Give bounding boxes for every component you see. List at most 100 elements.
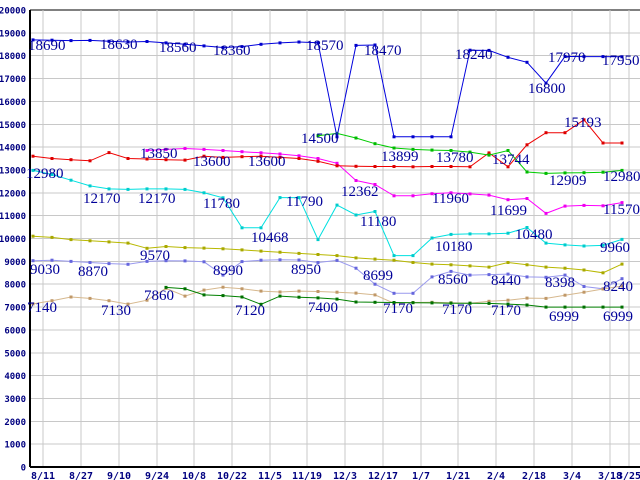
point-label: 11960 [432, 191, 469, 207]
point-label: 12980 [603, 169, 640, 185]
x-tick-label: 1/21 [446, 471, 470, 480]
x-tick-label: 10/22 [217, 471, 247, 480]
y-tick-label: 14000 [0, 144, 26, 154]
point-label: 8870 [78, 264, 108, 280]
point-label: 7400 [308, 300, 338, 316]
y-tick-label: 17000 [0, 75, 26, 85]
point-label: 18470 [364, 43, 402, 59]
point-label: 16800 [528, 81, 566, 97]
x-tick-label: 12/17 [368, 471, 398, 480]
x-tick-label: 11/19 [292, 471, 322, 480]
point-label: 18630 [100, 37, 138, 53]
point-label: 11780 [203, 196, 240, 212]
point-label: 17970 [548, 50, 586, 66]
y-tick-label: 2000 [4, 418, 26, 428]
x-tick-label: 2/18 [522, 471, 546, 480]
point-label: 7860 [144, 288, 174, 304]
series-line-cyan [31, 168, 624, 258]
point-label: 6999 [603, 309, 633, 325]
point-label: 17950 [602, 53, 640, 69]
y-tick-label: 9000 [4, 258, 26, 268]
point-label: 8398 [545, 275, 575, 291]
y-tick-label: 5000 [4, 349, 26, 359]
x-tick-label: 11/5 [258, 471, 282, 480]
point-label: 6999 [549, 309, 579, 325]
y-tick-label: 3000 [4, 395, 26, 405]
series-line-olive [31, 234, 624, 275]
point-label: 7120 [235, 303, 265, 319]
y-tick-label: 16000 [0, 98, 26, 108]
point-label: 13850 [140, 146, 178, 162]
x-tick-label: 3/4 [563, 471, 581, 480]
series-line-magenta [145, 147, 624, 215]
point-label: 11790 [286, 194, 323, 210]
y-tick-label: 12000 [0, 189, 26, 199]
y-axis-labels: 0 1000 2000 3000 4000 5000 6000 7000 8000 9000 100… [0, 7, 26, 474]
x-tick-label: 2/4 [487, 471, 505, 480]
y-tick-label: 11000 [0, 212, 26, 222]
y-tick-label: 15000 [0, 121, 26, 131]
y-tick-label: 13000 [0, 166, 26, 176]
y-tick-label: 18000 [0, 52, 26, 62]
x-tick-label: 1/7 [412, 471, 430, 480]
point-label: 7170 [383, 301, 413, 317]
point-label: 13744 [492, 152, 530, 168]
point-labels: 18690 18630 18560 18360 18570 18470 18240 16800… [26, 37, 640, 325]
point-label: 12170 [138, 191, 176, 207]
x-tick-label: 8/11 [31, 471, 55, 480]
point-label: 8699 [363, 268, 393, 284]
x-tick-label: 12/3 [333, 471, 357, 480]
point-label: 10468 [251, 230, 289, 246]
series-line-periwinkle [31, 258, 624, 295]
point-label: 18570 [306, 38, 344, 54]
x-tick-label: 3/25 [617, 471, 640, 480]
point-label: 18560 [159, 40, 197, 56]
point-label: 13600 [248, 154, 286, 170]
series-line-green [316, 131, 624, 175]
point-label: 11180 [360, 214, 396, 230]
y-tick-label: 8000 [4, 281, 26, 291]
point-label: 11699 [490, 203, 527, 219]
series-line-red [31, 118, 624, 169]
point-label: 12170 [83, 191, 121, 207]
y-tick-label: 20000 [0, 7, 26, 17]
point-label: 7140 [27, 300, 57, 316]
point-label: 14500 [301, 131, 339, 147]
gridlines [30, 9, 640, 467]
point-label: 8560 [438, 272, 468, 288]
point-label: 8240 [603, 279, 633, 295]
y-tick-label: 1000 [4, 441, 26, 451]
y-tick-label: 0 [21, 464, 26, 474]
point-label: 7170 [442, 302, 472, 318]
point-label: 13600 [193, 154, 231, 170]
point-label: 9960 [600, 240, 630, 256]
point-label: 9570 [140, 248, 170, 264]
y-tick-label: 7000 [4, 304, 26, 314]
point-label: 10480 [515, 227, 553, 243]
point-label: 8440 [491, 273, 521, 289]
y-tick-label: 4000 [4, 372, 26, 382]
point-label: 7170 [491, 303, 521, 319]
x-tick-label: 9/10 [107, 471, 131, 480]
x-tick-label: 8/27 [69, 471, 93, 480]
axes [29, 10, 640, 468]
point-label: 9030 [30, 262, 60, 278]
series-line-darkgreen [164, 285, 624, 309]
point-label: 13899 [381, 149, 419, 165]
x-tick-label: 10/8 [182, 471, 206, 480]
point-label: 18240 [455, 47, 493, 63]
series-line-blue [31, 38, 624, 139]
point-label: 18690 [28, 38, 66, 54]
y-tick-label: 10000 [0, 235, 26, 245]
point-label: 12362 [341, 184, 379, 200]
point-label: 8950 [291, 262, 321, 278]
point-label: 12980 [26, 166, 64, 182]
point-label: 13780 [436, 150, 474, 166]
x-axis-labels: 8/11 8/27 9/10 9/24 10/8 10/22 11/5 11/19 12/3 12… [31, 471, 640, 480]
y-tick-label: 6000 [4, 326, 26, 336]
point-label: 11570 [603, 202, 640, 218]
point-label: 10180 [435, 239, 473, 255]
point-label: 8990 [213, 263, 243, 279]
